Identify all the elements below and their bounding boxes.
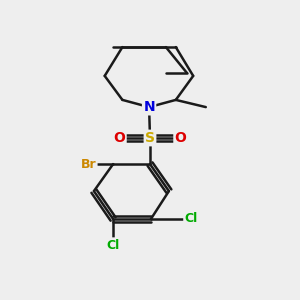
Text: S: S xyxy=(145,131,155,145)
Text: Br: Br xyxy=(81,158,96,171)
Text: Cl: Cl xyxy=(106,238,120,252)
Text: O: O xyxy=(113,131,125,145)
Text: O: O xyxy=(175,131,187,145)
Text: Cl: Cl xyxy=(184,212,198,226)
Text: N: N xyxy=(143,100,155,114)
